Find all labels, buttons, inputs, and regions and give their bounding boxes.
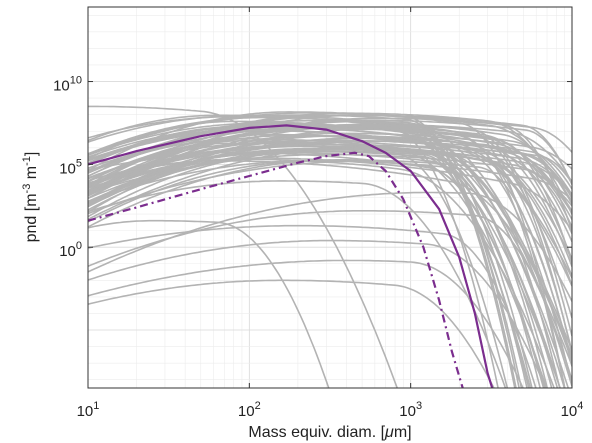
ensemble-curve [88, 191, 572, 302]
ensemble-curve [88, 180, 507, 388]
ensemble-curve [88, 120, 572, 199]
y-tick-label: 100 [59, 240, 82, 260]
ensemble-curve [88, 119, 572, 203]
ensemble-curve [88, 125, 572, 366]
highlight-curves [88, 124, 494, 388]
ensemble-curve [88, 150, 528, 388]
y-axis-label: pnd [m-3 m-1] [21, 152, 40, 243]
ensemble-curve [88, 219, 330, 388]
x-tick-label: 101 [77, 400, 100, 420]
ensemble-curve [88, 279, 495, 388]
ensemble-curve [88, 129, 572, 261]
ensemble-curves [88, 105, 572, 388]
ensemble-curve [88, 135, 572, 279]
highlight-dashed-curve [88, 151, 464, 388]
ensemble-curve [88, 111, 566, 388]
ensemble-curve [88, 239, 547, 388]
x-tick-label: 103 [399, 400, 422, 420]
ensemble-curve [88, 125, 572, 214]
highlight-solid-curve [88, 124, 494, 388]
x-axis-label: Mass equiv. diam. [μm] [248, 424, 411, 441]
ensemble-curve [88, 151, 545, 388]
ensemble-curve [88, 224, 537, 388]
y-tick-label: 105 [59, 157, 82, 177]
x-tick-label: 102 [238, 400, 261, 420]
ensemble-curve [88, 140, 517, 388]
ensemble-curve [88, 160, 572, 357]
x-tick-labels: 101 102 103 104 [77, 400, 584, 420]
y-tick-label: 1010 [53, 75, 82, 95]
plot-frame [87, 6, 573, 389]
ensemble-curve [88, 148, 561, 388]
ensemble-curve [88, 140, 572, 385]
x-tick-label: 104 [561, 400, 584, 420]
tick-marks [87, 7, 573, 388]
y-tick-labels: 100 105 1010 [53, 75, 82, 261]
ensemble-curve [88, 114, 572, 232]
ensemble-curve [88, 259, 524, 388]
